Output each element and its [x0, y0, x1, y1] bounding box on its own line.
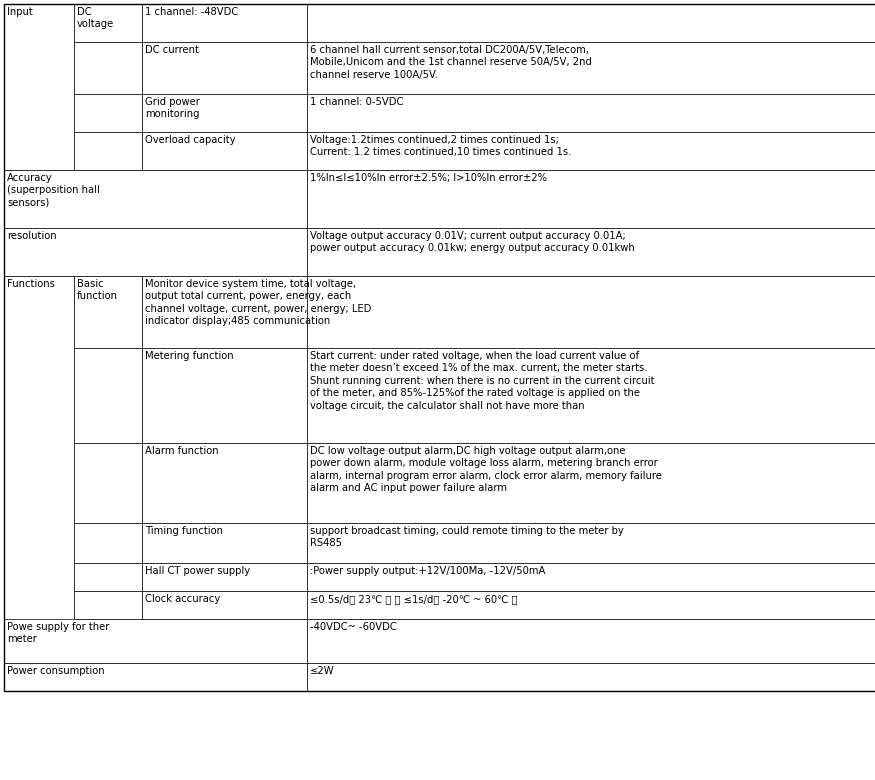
Text: Power consumption: Power consumption: [7, 666, 105, 676]
Bar: [307, 523, 875, 563]
Bar: [307, 591, 875, 619]
Text: Voltage output accuracy 0.01V; current output accuracy 0.01A;
power output accur: Voltage output accuracy 0.01V; current o…: [310, 231, 634, 254]
Bar: [307, 276, 875, 348]
Text: Grid power
monitoring: Grid power monitoring: [145, 97, 200, 119]
Bar: [307, 94, 875, 132]
Text: 1 channel: -48VDC: 1 channel: -48VDC: [145, 7, 238, 17]
Text: Start current: under rated voltage, when the load current value of
the meter doe: Start current: under rated voltage, when…: [310, 351, 654, 410]
Bar: [307, 348, 875, 443]
Bar: [142, 563, 307, 591]
Text: Functions: Functions: [7, 279, 55, 289]
Bar: [142, 591, 307, 619]
Text: 1%In≤I≤10%In error±2.5%; I>10%In error±2%: 1%In≤I≤10%In error±2.5%; I>10%In error±2…: [310, 173, 547, 183]
Bar: [74, 443, 142, 523]
Bar: [4, 228, 307, 276]
Text: resolution: resolution: [7, 231, 57, 241]
Bar: [307, 42, 875, 94]
Text: DC current: DC current: [145, 45, 199, 55]
Bar: [74, 276, 142, 348]
Text: 1 channel: 0-5VDC: 1 channel: 0-5VDC: [310, 97, 403, 107]
Bar: [74, 94, 142, 132]
Text: 6 channel hall current sensor,total DC200A/5V,Telecom,
Mobile,Unicom and the 1st: 6 channel hall current sensor,total DC20…: [310, 45, 592, 80]
Text: Input: Input: [7, 7, 32, 17]
Bar: [142, 443, 307, 523]
Text: Monitor device system time, total voltage,
output total current, power, energy, : Monitor device system time, total voltag…: [145, 279, 371, 326]
Bar: [307, 132, 875, 170]
Bar: [307, 170, 875, 228]
Bar: [142, 4, 307, 42]
Text: ≤2W: ≤2W: [310, 666, 334, 676]
Text: Basic
function: Basic function: [77, 279, 118, 301]
Text: ≤0.5s/d（ 23℃ ） ， ≤1s/d（ -20℃ ~ 60℃ ）: ≤0.5s/d（ 23℃ ） ， ≤1s/d（ -20℃ ~ 60℃ ）: [310, 594, 517, 604]
Bar: [74, 591, 142, 619]
Bar: [307, 228, 875, 276]
Text: Metering function: Metering function: [145, 351, 234, 361]
Bar: [4, 170, 307, 228]
Text: DC
voltage: DC voltage: [77, 7, 115, 30]
Bar: [142, 276, 307, 348]
Text: support broadcast timing, could remote timing to the meter by
RS485: support broadcast timing, could remote t…: [310, 526, 624, 548]
Bar: [307, 663, 875, 691]
Text: Powe supply for ther
meter: Powe supply for ther meter: [7, 622, 109, 644]
Text: Accuracy
(superposition hall
sensors): Accuracy (superposition hall sensors): [7, 173, 100, 207]
Bar: [142, 348, 307, 443]
Bar: [142, 42, 307, 94]
Bar: [74, 523, 142, 563]
Text: Voltage:1.2times continued,2 times continued 1s;
Current: 1.2 times continued,10: Voltage:1.2times continued,2 times conti…: [310, 135, 571, 158]
Text: DC low voltage output alarm,DC high voltage output alarm,one
power down alarm, m: DC low voltage output alarm,DC high volt…: [310, 446, 662, 493]
Bar: [4, 4, 74, 170]
Bar: [142, 94, 307, 132]
Text: Alarm function: Alarm function: [145, 446, 219, 456]
Bar: [74, 563, 142, 591]
Bar: [74, 348, 142, 443]
Text: Timing function: Timing function: [145, 526, 223, 536]
Bar: [307, 563, 875, 591]
Bar: [74, 4, 142, 42]
Text: Clock accuracy: Clock accuracy: [145, 594, 220, 604]
Bar: [307, 4, 875, 42]
Text: Hall CT power supply: Hall CT power supply: [145, 566, 250, 576]
Text: Overload capacity: Overload capacity: [145, 135, 235, 145]
Bar: [307, 443, 875, 523]
Bar: [142, 523, 307, 563]
Bar: [4, 4, 875, 691]
Bar: [307, 619, 875, 663]
Bar: [74, 42, 142, 94]
Text: -40VDC~ -60VDC: -40VDC~ -60VDC: [310, 622, 396, 632]
Bar: [4, 663, 307, 691]
Bar: [74, 132, 142, 170]
Text: :Power supply output:+12V/100Ma, -12V/50mA: :Power supply output:+12V/100Ma, -12V/50…: [310, 566, 545, 576]
Bar: [4, 619, 307, 663]
Bar: [142, 132, 307, 170]
Bar: [4, 276, 74, 663]
